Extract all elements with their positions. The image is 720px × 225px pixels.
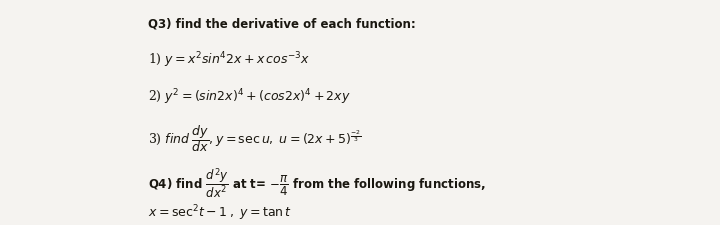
Text: 3) $\mathit{find}\; \dfrac{dy}{dx},y = \mathrm{sec}\,u,\; u = (2x+5)^{\frac{-2}{: 3) $\mathit{find}\; \dfrac{dy}{dx},y = \… bbox=[148, 123, 361, 154]
Text: 1) $y=x^2\mathit{sin}^4 2x + x\, \mathit{cos}^{-3}x$: 1) $y=x^2\mathit{sin}^4 2x + x\, \mathit… bbox=[148, 50, 310, 69]
Text: Q3) find the derivative of each function:: Q3) find the derivative of each function… bbox=[148, 17, 415, 30]
Text: Q4) find $\dfrac{d^2y}{dx^2}$ at t= $-\dfrac{\pi}{4}$ from the following functio: Q4) find $\dfrac{d^2y}{dx^2}$ at t= $-\d… bbox=[148, 166, 485, 200]
Text: $x=\mathrm{sec}^2t - 1\;,\; y= \mathrm{tan}\,t$: $x=\mathrm{sec}^2t - 1\;,\; y= \mathrm{t… bbox=[148, 203, 292, 222]
Text: 2) $y^2 = (\mathit{sin2x})^4 + (\mathit{cos2x})^4 + 2xy$: 2) $y^2 = (\mathit{sin2x})^4 + (\mathit{… bbox=[148, 87, 351, 106]
